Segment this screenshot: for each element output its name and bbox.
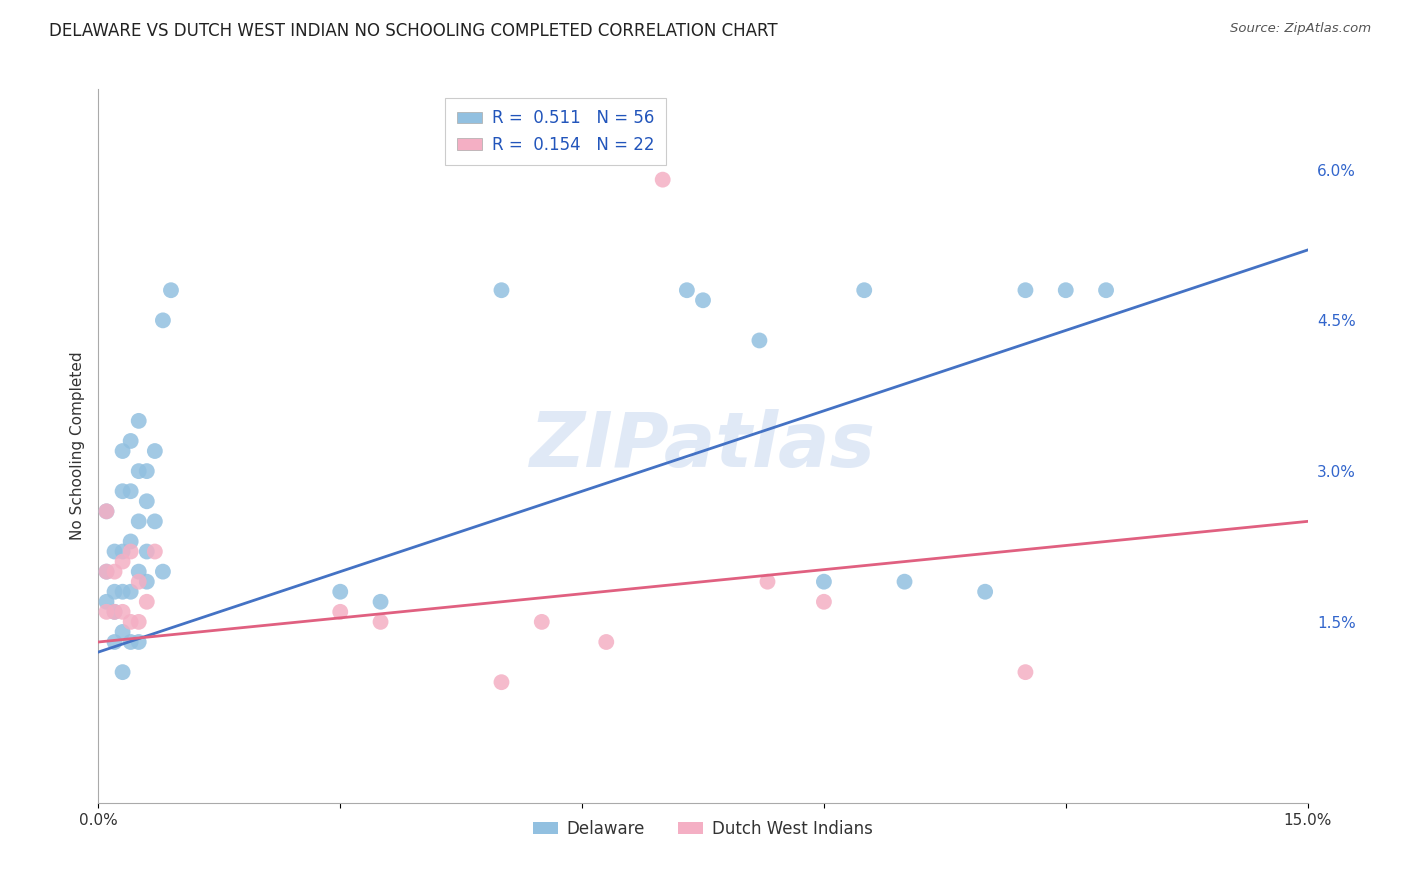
Point [128, 574, 150, 589]
Point [128, 515, 150, 529]
Point [1014, 283, 1036, 297]
Point [152, 313, 174, 327]
Point [676, 283, 699, 297]
Point [160, 283, 183, 297]
Point [111, 624, 134, 639]
Point [692, 293, 714, 308]
Point [120, 615, 142, 629]
Point [120, 434, 142, 448]
Point [96, 605, 118, 619]
Point [111, 584, 134, 599]
Point [111, 444, 134, 458]
Point [96, 565, 118, 579]
Point [103, 635, 125, 649]
Point [111, 605, 134, 619]
Point [135, 464, 157, 478]
Point [96, 504, 118, 518]
Point [813, 595, 835, 609]
Point [530, 615, 553, 629]
Text: ZIPatlas: ZIPatlas [530, 409, 876, 483]
Point [120, 584, 142, 599]
Point [120, 484, 142, 499]
Point [329, 605, 352, 619]
Point [329, 584, 352, 599]
Point [1054, 283, 1077, 297]
Text: DELAWARE VS DUTCH WEST INDIAN NO SCHOOLING COMPLETED CORRELATION CHART: DELAWARE VS DUTCH WEST INDIAN NO SCHOOLI… [49, 22, 778, 40]
Point [143, 515, 166, 529]
Point [103, 544, 125, 558]
Point [135, 494, 157, 508]
Point [135, 544, 157, 558]
Point [128, 464, 150, 478]
Point [370, 615, 392, 629]
Point [96, 504, 118, 518]
Point [1014, 665, 1036, 680]
Point [135, 574, 157, 589]
Point [111, 544, 134, 558]
Point [143, 544, 166, 558]
Point [370, 595, 392, 609]
Text: Source: ZipAtlas.com: Source: ZipAtlas.com [1230, 22, 1371, 36]
Point [651, 172, 673, 186]
Point [748, 334, 770, 348]
Point [813, 574, 835, 589]
Point [120, 635, 142, 649]
Point [120, 544, 142, 558]
Point [491, 675, 513, 690]
Point [103, 605, 125, 619]
Point [128, 615, 150, 629]
Point [143, 444, 166, 458]
Point [128, 635, 150, 649]
Point [111, 665, 134, 680]
Point [128, 414, 150, 428]
Legend: Delaware, Dutch West Indians: Delaware, Dutch West Indians [527, 814, 879, 845]
Point [893, 574, 915, 589]
Point [756, 574, 779, 589]
Point [1095, 283, 1118, 297]
Point [491, 283, 513, 297]
Point [96, 595, 118, 609]
Point [96, 565, 118, 579]
Point [128, 565, 150, 579]
Point [103, 565, 125, 579]
Point [103, 584, 125, 599]
Point [853, 283, 876, 297]
Point [111, 484, 134, 499]
Y-axis label: No Schooling Completed: No Schooling Completed [69, 351, 84, 541]
Point [111, 555, 134, 569]
Point [152, 565, 174, 579]
Point [103, 605, 125, 619]
Point [120, 534, 142, 549]
Point [974, 584, 997, 599]
Point [595, 635, 617, 649]
Point [135, 595, 157, 609]
